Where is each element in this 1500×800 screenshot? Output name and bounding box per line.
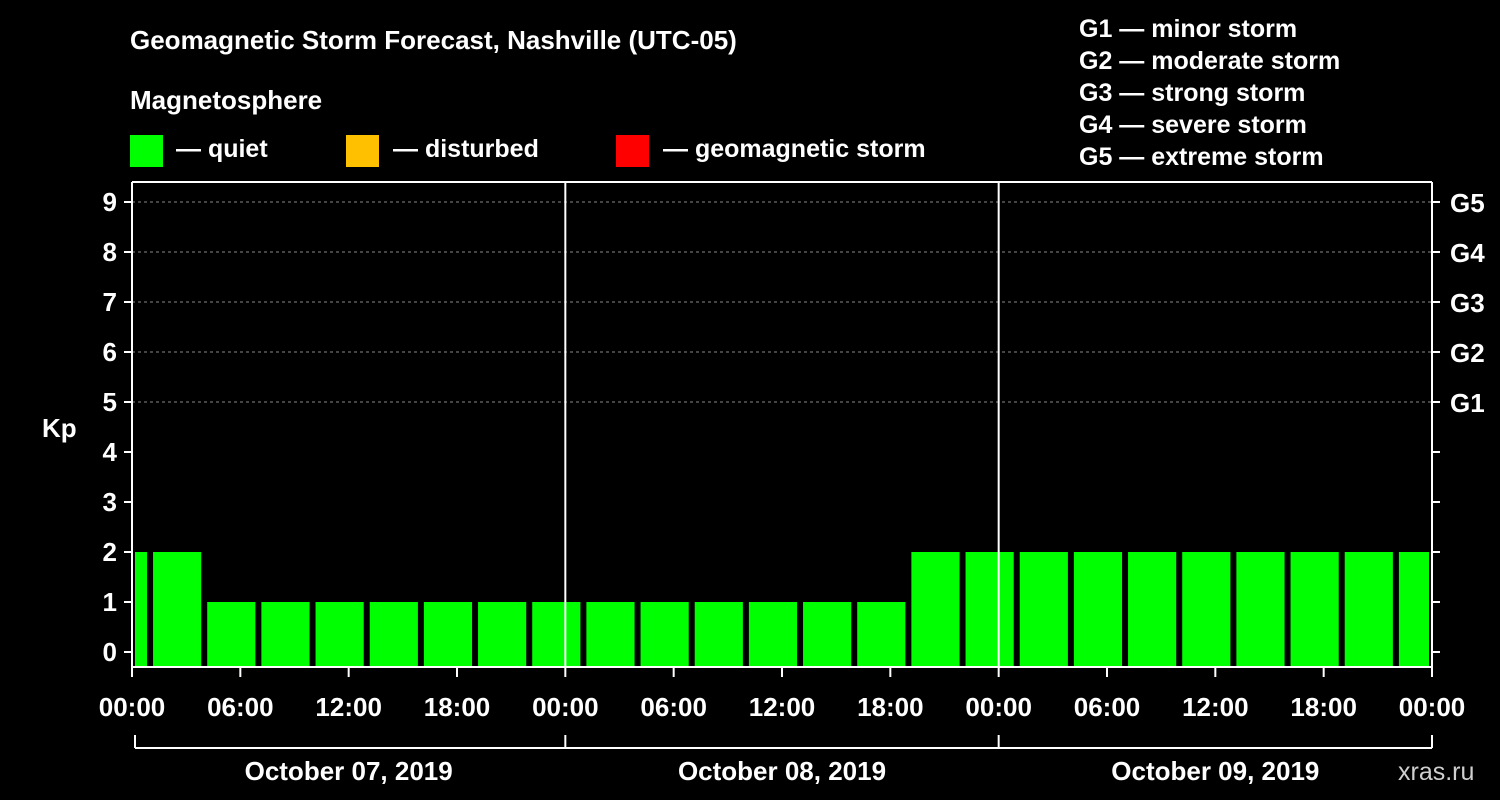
x-tick-label-9: 06:00	[1074, 692, 1141, 722]
kp-bar-16	[965, 552, 1014, 667]
y-tick-label-4: 4	[103, 437, 118, 467]
y-tick-label-9: 9	[103, 187, 117, 217]
kp-bar-11	[694, 602, 743, 667]
kp-bar-8	[532, 602, 581, 667]
y-tick-label-1: 1	[103, 587, 117, 617]
x-tick-label-2: 12:00	[315, 692, 382, 722]
x-tick-label-11: 18:00	[1290, 692, 1357, 722]
watermark: xras.ru	[1398, 758, 1474, 786]
x-tick-label-0: 00:00	[99, 692, 166, 722]
legend-swatch-storm	[616, 135, 649, 167]
legend-swatch-quiet	[130, 135, 163, 167]
day-label-2: October 09, 2019	[1111, 756, 1319, 786]
kp-bar-18	[1073, 552, 1123, 667]
kp-bar-21	[1236, 552, 1285, 667]
y-tick-label-8: 8	[103, 237, 117, 267]
x-tick-label-10: 12:00	[1182, 692, 1249, 722]
kp-bar-7	[478, 602, 527, 667]
axes	[124, 181, 1440, 749]
kp-bar-24	[1398, 552, 1429, 667]
storm-level-label-g4: G4	[1450, 238, 1485, 268]
kp-bar-15	[911, 552, 960, 667]
storm-level-label-g3: G3	[1450, 288, 1485, 318]
kp-bar-12	[748, 602, 798, 667]
kp-bar-10	[640, 602, 689, 667]
storm-scale-g2: G2 — moderate storm	[1079, 47, 1340, 75]
x-tick-label-8: 00:00	[965, 692, 1032, 722]
x-tick-label-6: 12:00	[749, 692, 816, 722]
legend-label-disturbed: — disturbed	[393, 135, 539, 163]
storm-level-label-g5: G5	[1450, 188, 1485, 218]
bars	[135, 552, 1429, 667]
kp-bar-5	[369, 602, 418, 667]
y-tick-label-0: 0	[103, 637, 117, 667]
x-tick-label-7: 18:00	[857, 692, 924, 722]
x-tick-label-4: 00:00	[532, 692, 599, 722]
kp-bar-0	[135, 552, 148, 667]
kp-bar-4	[315, 602, 364, 667]
x-tick-label-3: 18:00	[424, 692, 491, 722]
y-tick-label-7: 7	[103, 287, 117, 317]
chart-title: Geomagnetic Storm Forecast, Nashville (U…	[130, 25, 737, 55]
kp-bar-1	[153, 552, 202, 667]
legend-heading: Magnetosphere	[130, 85, 322, 115]
legend-label-storm: — geomagnetic storm	[663, 135, 926, 163]
storm-scale-g5: G5 — extreme storm	[1079, 143, 1324, 171]
storm-scale-g1: G1 — minor storm	[1079, 15, 1297, 43]
legend-label-quiet: — quiet	[176, 135, 268, 163]
storm-level-label-g2: G2	[1450, 338, 1485, 368]
kp-bar-9	[586, 602, 635, 667]
storm-scale-g4: G4 — severe storm	[1079, 111, 1307, 139]
y-tick-label-6: 6	[103, 337, 117, 367]
grid-lines	[132, 201, 1432, 403]
kp-bar-3	[261, 602, 310, 667]
y-axis-label: Kp	[42, 413, 77, 443]
x-tick-label-1: 06:00	[207, 692, 274, 722]
x-tick-label-5: 06:00	[640, 692, 707, 722]
x-tick-label-12: 00:00	[1399, 692, 1466, 722]
y-tick-label-5: 5	[103, 387, 117, 417]
legend-swatch-disturbed	[346, 135, 379, 167]
day-label-1: October 08, 2019	[678, 756, 886, 786]
kp-bar-6	[423, 602, 473, 667]
y-tick-label-2: 2	[103, 537, 117, 567]
kp-bar-14	[857, 602, 906, 667]
kp-bar-2	[207, 602, 256, 667]
kp-bar-13	[803, 602, 852, 667]
day-label-0: October 07, 2019	[245, 756, 453, 786]
storm-scale: G1 — minor storm G2 — moderate storm G3 …	[1079, 15, 1340, 171]
axis-labels: 0 1 2 3 4 5 6 7 8 9 G1 G2 G3 G4 G5 00:00 06:00 12:00 18:00…	[99, 187, 1485, 786]
storm-level-label-g1: G1	[1450, 388, 1485, 418]
y-tick-label-3: 3	[103, 487, 117, 517]
kp-bar-23	[1344, 552, 1393, 667]
kp-bar-19	[1128, 552, 1177, 667]
kp-bar-22	[1290, 552, 1339, 667]
legend: — quiet — disturbed — geomagnetic storm	[130, 135, 926, 167]
storm-scale-g3: G3 — strong storm	[1079, 79, 1305, 107]
kp-bar-17	[1019, 552, 1068, 667]
kp-bar-20	[1182, 552, 1231, 667]
